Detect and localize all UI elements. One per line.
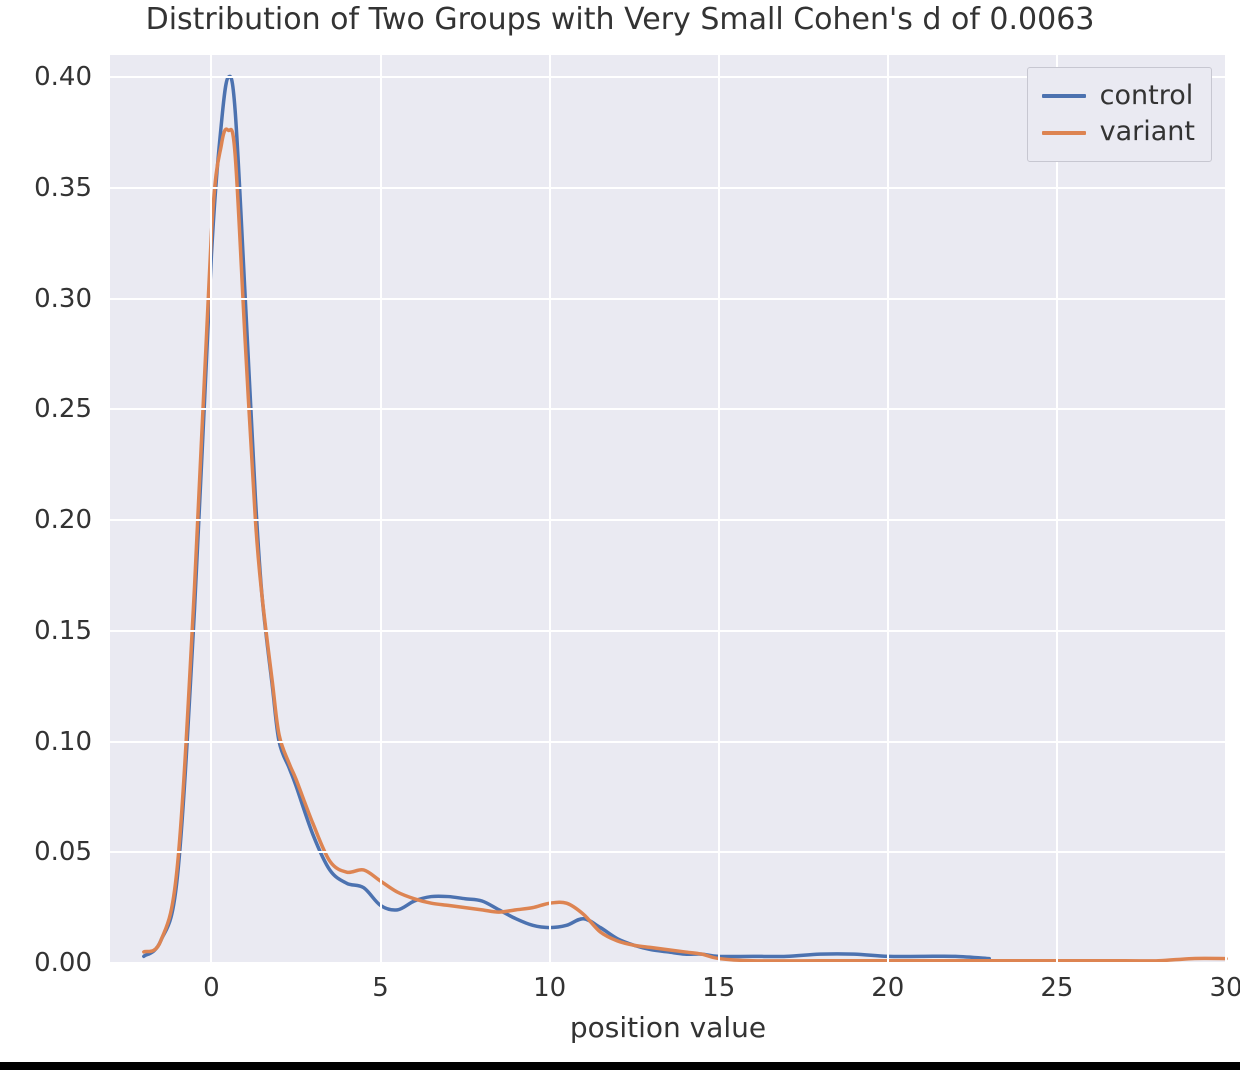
legend-swatch-icon — [1042, 131, 1086, 135]
chart-title: Distribution of Two Groups with Very Sma… — [0, 2, 1240, 37]
xtick-label: 20 — [871, 973, 904, 1003]
legend-label: control — [1100, 78, 1194, 114]
xtick-label: 0 — [203, 973, 220, 1003]
legend: controlvariant — [1027, 67, 1212, 162]
ytick-label: 0.05 — [0, 837, 92, 867]
gridline-v — [887, 55, 889, 963]
gridline-v — [549, 55, 551, 963]
gridline-h — [110, 187, 1226, 189]
gridline-h — [110, 851, 1226, 853]
gridline-v — [380, 55, 382, 963]
legend-label: variant — [1100, 114, 1195, 150]
chart-lines-svg — [110, 55, 1226, 963]
ytick-label: 0.35 — [0, 173, 92, 203]
gridline-h — [110, 298, 1226, 300]
xtick-label: 25 — [1040, 973, 1073, 1003]
gridline-h — [110, 630, 1226, 632]
xtick-label: 5 — [372, 973, 389, 1003]
legend-entry-control: control — [1042, 78, 1195, 114]
x-axis-label: position value — [570, 1011, 766, 1044]
gridline-h — [110, 519, 1226, 521]
gridline-h — [110, 962, 1226, 964]
gridline-h — [110, 741, 1226, 743]
ytick-label: 0.20 — [0, 505, 92, 535]
gridline-h — [110, 408, 1226, 410]
xtick-label: 15 — [702, 973, 735, 1003]
gridline-v — [1225, 55, 1227, 963]
plot-area — [110, 55, 1226, 963]
ytick-label: 0.30 — [0, 284, 92, 314]
legend-swatch-icon — [1042, 94, 1086, 98]
ytick-label: 0.40 — [0, 62, 92, 92]
legend-entry-variant: variant — [1042, 114, 1195, 150]
ytick-label: 0.10 — [0, 727, 92, 757]
series-line-variant — [144, 129, 1226, 961]
ytick-label: 0.15 — [0, 616, 92, 646]
chart-container: Distribution of Two Groups with Very Sma… — [0, 0, 1240, 1062]
gridline-v — [718, 55, 720, 963]
ytick-label: 0.25 — [0, 394, 92, 424]
gridline-v — [210, 55, 212, 963]
gridline-v — [1056, 55, 1058, 963]
ytick-label: 0.00 — [0, 948, 92, 978]
series-line-control — [144, 76, 989, 958]
xtick-label: 10 — [533, 973, 566, 1003]
xtick-label: 30 — [1209, 973, 1240, 1003]
bottom-rule — [0, 1062, 1240, 1070]
